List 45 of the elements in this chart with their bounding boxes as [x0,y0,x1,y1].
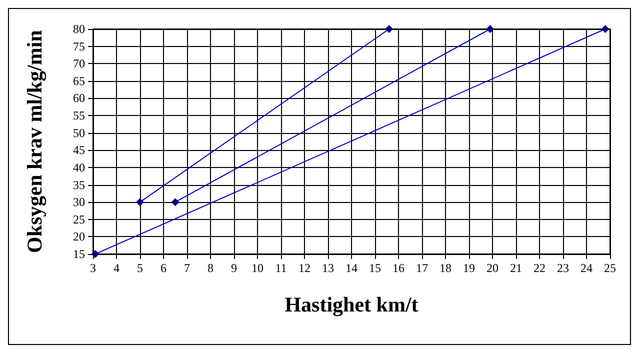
x-tick-label: 14 [346,261,358,275]
y-tick-label: 80 [73,22,85,36]
x-tick-label: 18 [440,261,452,275]
y-tick-label: 30 [73,195,85,210]
y-tick-label: 65 [73,74,85,88]
x-tick-label: 5 [137,261,143,275]
y-tick-label: 15 [73,247,85,261]
x-tick-label: 22 [534,261,546,275]
x-tick-label: 8 [208,261,214,275]
x-tick-label: 9 [231,261,237,275]
point [486,25,494,33]
y-tick-label: 20 [73,230,85,244]
x-tick-label: 21 [510,261,522,275]
x-tick-label: 13 [322,261,334,275]
point [91,250,100,258]
x-tick-label: 11 [275,261,287,275]
x-tick-label: 17 [416,261,428,275]
y-tick-label: 60 [73,91,85,106]
y-tick-label: 45 [73,143,85,158]
x-tick-label: 15 [369,261,381,275]
point [171,198,180,206]
x-tick-label: 20 [486,261,498,275]
x-tick-label: 3 [90,261,96,275]
x-tick-label: 23 [557,261,569,275]
y-tick-label: 70 [73,56,85,71]
x-tick-label: 10 [252,261,264,275]
y-tick-label: 40 [73,160,85,174]
point [601,25,610,33]
y-axis-title: Oksygen krav ml/kg/min [22,30,46,253]
x-tick-label: 12 [298,261,310,275]
point [136,198,144,206]
y-tick-label: 55 [73,108,85,123]
y-tick-label: 50 [73,126,85,140]
x-tick-label: 24 [580,261,592,275]
x-tick-label: 4 [114,261,120,275]
x-axis-title: Hastighet km/t [284,292,418,316]
y-tick-label: 25 [73,212,85,226]
x-tick-label: 19 [463,261,475,275]
point [385,25,394,33]
y-tick-label: 35 [73,178,85,192]
x-tick-label: 16 [392,261,404,275]
y-tick-label: 75 [73,39,85,54]
x-tick-label: 6 [160,261,166,275]
x-tick-label: 25 [604,261,616,275]
x-tick-label: 7 [184,261,190,275]
